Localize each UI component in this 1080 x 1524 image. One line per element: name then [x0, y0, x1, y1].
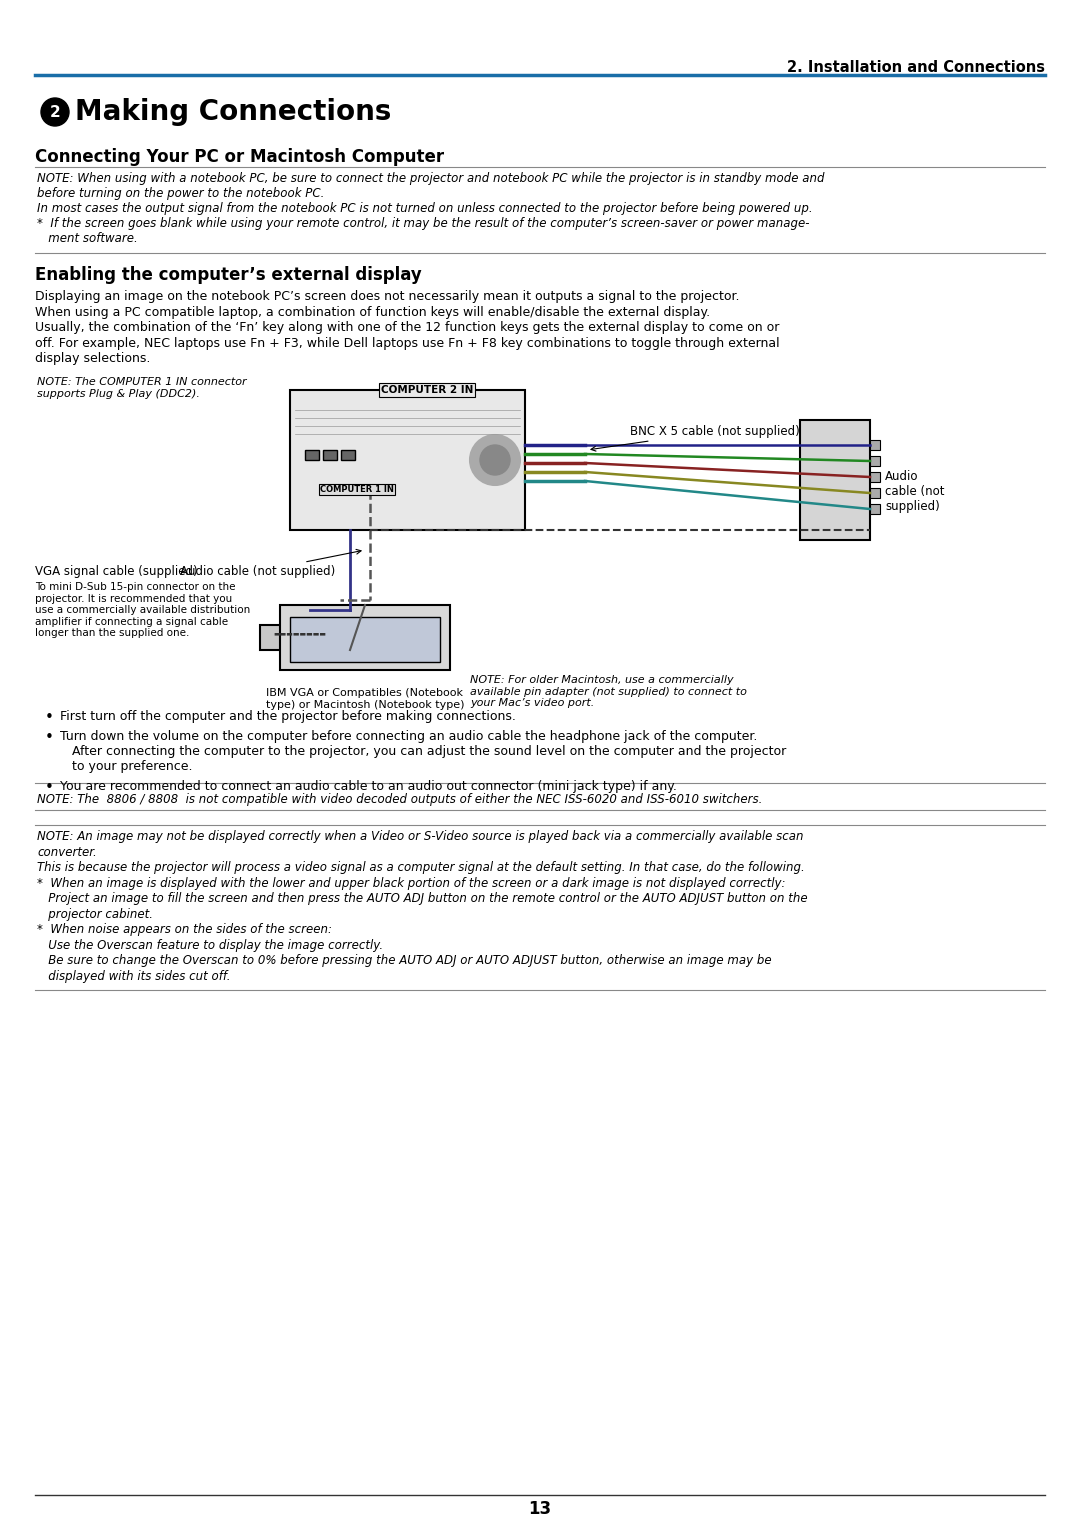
Text: Audio
cable (not
supplied): Audio cable (not supplied) — [885, 469, 945, 514]
Text: VGA signal cable (supplied): VGA signal cable (supplied) — [35, 565, 198, 578]
Circle shape — [470, 434, 519, 485]
Text: displayed with its sides cut off.: displayed with its sides cut off. — [37, 969, 230, 983]
Text: *  When noise appears on the sides of the screen:: * When noise appears on the sides of the… — [37, 924, 332, 936]
Bar — [291, 390, 525, 530]
Text: NOTE: For older Macintosh, use a commercially
available pin adapter (not supplie: NOTE: For older Macintosh, use a commerc… — [470, 675, 747, 709]
Text: BNC X 5 cable (not supplied): BNC X 5 cable (not supplied) — [591, 425, 800, 451]
Text: In most cases the output signal from the notebook PC is not turned on unless con: In most cases the output signal from the… — [37, 203, 812, 215]
Bar — [280, 605, 450, 671]
Bar — [323, 450, 337, 460]
Text: ment software.: ment software. — [37, 232, 138, 245]
Text: To mini D-Sub 15-pin connector on the
projector. It is recommended that you
use : To mini D-Sub 15-pin connector on the pr… — [35, 582, 251, 639]
Text: Audio cable (not supplied): Audio cable (not supplied) — [180, 549, 361, 578]
Text: converter.: converter. — [37, 846, 97, 858]
Bar — [291, 617, 440, 661]
Bar — [870, 472, 880, 482]
Text: to your preference.: to your preference. — [60, 760, 192, 773]
Text: 2: 2 — [50, 105, 60, 119]
Text: display selections.: display selections. — [35, 352, 150, 366]
Circle shape — [480, 445, 510, 475]
Text: 2. Installation and Connections: 2. Installation and Connections — [787, 59, 1045, 75]
Bar — [800, 421, 870, 539]
Bar — [870, 456, 880, 466]
Text: NOTE: The  8806 / 8808  is not compatible with video decoded outputs of either t: NOTE: The 8806 / 8808 is not compatible … — [37, 792, 762, 806]
Text: off. For example, NEC laptops use Fn + F3, while Dell laptops use Fn + F8 key co: off. For example, NEC laptops use Fn + F… — [35, 337, 780, 349]
Text: Usually, the combination of the ‘Fn’ key along with one of the 12 function keys : Usually, the combination of the ‘Fn’ key… — [35, 322, 780, 334]
Text: NOTE: An image may not be displayed correctly when a Video or S-Video source is : NOTE: An image may not be displayed corr… — [37, 831, 804, 843]
Text: Be sure to change the Overscan to 0% before pressing the AUTO ADJ or AUTO ADJUST: Be sure to change the Overscan to 0% bef… — [37, 954, 771, 968]
Text: *  When an image is displayed with the lower and upper black portion of the scre: * When an image is displayed with the lo… — [37, 876, 785, 890]
Text: After connecting the computer to the projector, you can adjust the sound level o: After connecting the computer to the pro… — [60, 745, 786, 757]
Text: Enabling the computer’s external display: Enabling the computer’s external display — [35, 267, 422, 283]
Bar — [341, 450, 355, 460]
Text: ▬▬▬▬▬▬▬▬: ▬▬▬▬▬▬▬▬ — [273, 629, 326, 636]
Bar — [260, 625, 340, 651]
Text: Turn down the volume on the computer before connecting an audio cable the headph: Turn down the volume on the computer bef… — [60, 730, 757, 744]
Text: •: • — [45, 780, 54, 796]
Text: You are recommended to connect an audio cable to an audio out connector (mini ja: You are recommended to connect an audio … — [60, 780, 677, 792]
Text: IBM VGA or Compatibles (Notebook
type) or Macintosh (Notebook type): IBM VGA or Compatibles (Notebook type) o… — [266, 687, 464, 710]
Text: NOTE: When using with a notebook PC, be sure to connect the projector and notebo: NOTE: When using with a notebook PC, be … — [37, 172, 824, 184]
Text: 13: 13 — [528, 1500, 552, 1518]
Text: before turning on the power to the notebook PC.: before turning on the power to the noteb… — [37, 187, 324, 200]
Text: First turn off the computer and the projector before making connections.: First turn off the computer and the proj… — [60, 710, 516, 722]
Text: When using a PC compatible laptop, a combination of function keys will enable/di: When using a PC compatible laptop, a com… — [35, 305, 711, 319]
Text: *  If the screen goes blank while using your remote control, it may be the resul: * If the screen goes blank while using y… — [37, 216, 810, 230]
Bar — [870, 504, 880, 514]
Text: COMPUTER 1 IN: COMPUTER 1 IN — [320, 485, 394, 494]
Text: COMPUTER 2 IN: COMPUTER 2 IN — [381, 386, 473, 395]
Text: Making Connections: Making Connections — [75, 98, 391, 126]
Text: Project an image to fill the screen and then press the AUTO ADJ button on the re: Project an image to fill the screen and … — [37, 892, 808, 905]
Text: NOTE: The COMPUTER 1 IN connector
supports Plug & Play (DDC2).: NOTE: The COMPUTER 1 IN connector suppor… — [37, 376, 246, 399]
Text: Connecting Your PC or Macintosh Computer: Connecting Your PC or Macintosh Computer — [35, 148, 444, 166]
Text: Displaying an image on the notebook PC’s screen does not necessarily mean it out: Displaying an image on the notebook PC’s… — [35, 290, 740, 303]
Bar — [305, 450, 319, 460]
Bar — [870, 488, 880, 498]
Text: projector cabinet.: projector cabinet. — [37, 907, 153, 920]
Circle shape — [41, 98, 69, 126]
Text: •: • — [45, 730, 54, 745]
Bar — [870, 440, 880, 450]
Text: This is because the projector will process a video signal as a computer signal a: This is because the projector will proce… — [37, 861, 805, 873]
Text: •: • — [45, 710, 54, 725]
Text: Use the Overscan feature to display the image correctly.: Use the Overscan feature to display the … — [37, 939, 383, 951]
